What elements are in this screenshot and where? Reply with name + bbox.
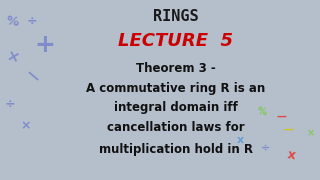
Text: Theorem 3 -: Theorem 3 -	[136, 62, 216, 75]
Text: ×: ×	[306, 128, 315, 138]
Text: —: —	[283, 125, 293, 135]
Text: ÷: ÷	[27, 15, 37, 28]
Text: %: %	[5, 14, 20, 29]
Text: x: x	[236, 135, 244, 145]
Text: —: —	[22, 66, 42, 86]
Text: ÷: ÷	[4, 98, 15, 111]
Text: +: +	[34, 33, 55, 57]
Text: A commutative ring R is an: A commutative ring R is an	[86, 82, 266, 95]
Text: %: %	[257, 106, 268, 117]
Text: multiplication hold in R: multiplication hold in R	[99, 143, 253, 156]
Text: integral domain iff: integral domain iff	[114, 102, 238, 114]
Text: ×: ×	[20, 120, 31, 132]
Text: ×: ×	[5, 49, 21, 66]
Text: LECTURE  5: LECTURE 5	[118, 32, 234, 50]
Text: x: x	[286, 148, 296, 162]
Text: cancellation laws for: cancellation laws for	[107, 121, 245, 134]
Text: —: —	[277, 112, 286, 122]
Text: RINGS: RINGS	[153, 9, 199, 24]
Text: ÷: ÷	[261, 143, 270, 153]
